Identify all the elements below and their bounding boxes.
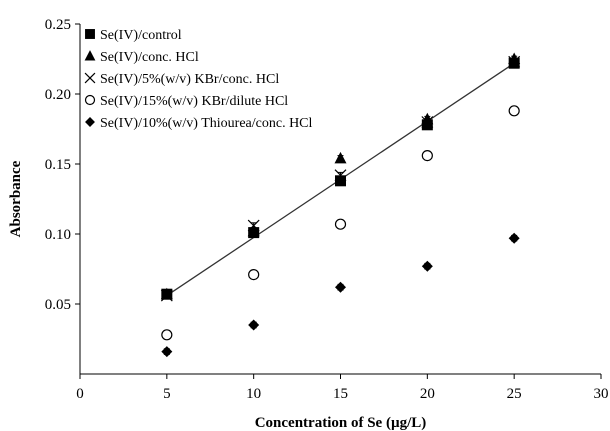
diamond-marker: [421, 260, 433, 272]
diamond-marker: [335, 281, 346, 293]
x-tick-label: 25: [507, 386, 522, 402]
legend: Se(IV)/control Se(IV)/conc. HCl Se(IV)/5%(…: [84, 28, 313, 131]
x-tick-label: 15: [333, 386, 348, 402]
y-axis-title: Absorbance: [8, 160, 24, 237]
x-tick-label: 20: [420, 386, 435, 402]
triangle-marker: [247, 224, 260, 237]
x-marker: [421, 116, 434, 128]
square-marker: [421, 119, 433, 131]
open-circle-marker: [84, 94, 96, 106]
x-marker-stroke: [508, 55, 521, 68]
x-marker: [508, 55, 521, 68]
open-circle-marker: [334, 218, 347, 230]
open-circle-marker: [421, 150, 433, 162]
diamond-marker: [161, 346, 173, 358]
data-points: [160, 52, 521, 358]
triangle-marker: [508, 52, 521, 64]
x-marker: [247, 219, 260, 232]
y-tick-label: 0.25: [45, 17, 71, 33]
triangle-marker: [421, 112, 434, 125]
diamond-marker: [85, 117, 95, 127]
x-axis-title: Concentration of Se (µg/L): [255, 415, 427, 431]
y-tick-label: 0.20: [45, 87, 71, 103]
x-tick-label: 5: [163, 386, 171, 402]
x-tick-label: 0: [76, 386, 84, 402]
x-marker-stroke: [160, 289, 173, 302]
y-tick-label: 0.05: [45, 297, 71, 313]
y-tick-label: 0.15: [45, 157, 71, 173]
legend-entry-label: Se(IV)/15%(w/v) KBr/dilute HCl: [100, 94, 288, 109]
diamond-marker: [248, 319, 260, 331]
tick-marks: [75, 23, 602, 379]
triangle-marker: [84, 50, 96, 61]
x-marker-stroke: [334, 169, 347, 182]
x-marker: [160, 289, 173, 302]
x-tick-labels: 0 5 10 15 20 25 30: [76, 386, 608, 402]
x-marker-stroke: [421, 116, 434, 128]
x-marker: [84, 72, 96, 84]
y-tick-label: 0.10: [45, 227, 71, 243]
square-marker: [335, 175, 346, 187]
open-circle-marker: [508, 105, 520, 117]
legend-entry-label: Se(IV)/10%(w/v) Thiourea/conc. HCl: [100, 116, 313, 131]
legend-entry-label: Se(IV)/5%(w/v) KBr/conc. HCl: [100, 72, 279, 87]
x-marker: [334, 169, 347, 182]
square-marker: [85, 29, 95, 39]
diamond-marker: [508, 232, 520, 244]
open-circle-marker: [248, 269, 260, 281]
x-marker-stroke: [84, 72, 96, 84]
triangle-marker: [334, 151, 347, 164]
open-circle-marker: [161, 329, 173, 341]
x-tick-label: 10: [246, 386, 261, 402]
x-tick-label: 30: [594, 386, 609, 402]
legend-entry-label: Se(IV)/control: [100, 28, 182, 43]
y-tick-labels: 0.05 0.10 0.15 0.20 0.25: [45, 17, 71, 313]
triangle-marker: [160, 287, 173, 300]
x-marker-stroke: [247, 219, 260, 232]
legend-entry-label: Se(IV)/conc. HCl: [100, 50, 199, 65]
